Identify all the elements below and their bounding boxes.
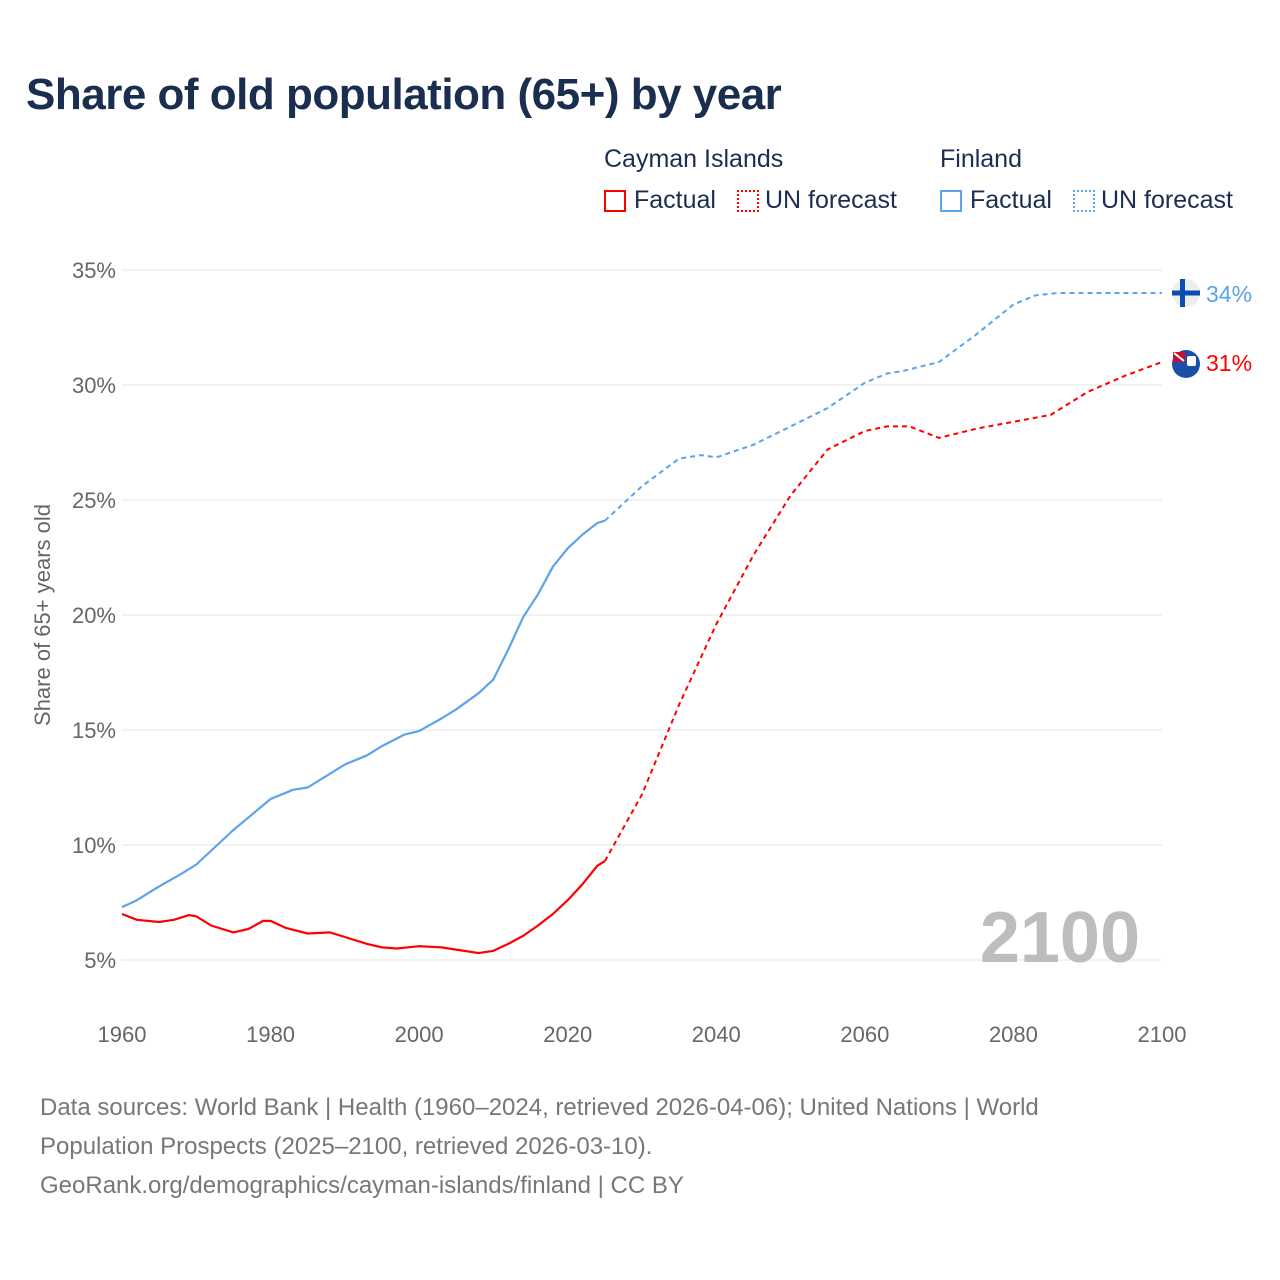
legend-swatch-dotted <box>1073 189 1095 212</box>
y-tick-label: 20% <box>72 603 116 628</box>
x-tick-label: 2020 <box>543 1022 592 1047</box>
flag-cross <box>1180 279 1185 307</box>
x-tick-label: 2080 <box>989 1022 1038 1047</box>
legend-label: Factual <box>634 186 716 214</box>
line-cayman-islands-factual <box>121 860 606 955</box>
finland-flag <box>1172 279 1200 307</box>
data-sources-line: Data sources: World Bank | Health (1960–… <box>40 1094 1039 1121</box>
legend-label: UN forecast <box>1101 186 1233 214</box>
legend-swatch-solid <box>604 189 626 212</box>
line-cayman-islands-forecast <box>604 361 1163 862</box>
footer: Data sources: World Bank | Health (1960–… <box>40 1088 1190 1205</box>
legend-item-cayman-forecast[interactable]: UN forecast <box>737 186 897 215</box>
y-tick-label: 15% <box>72 718 116 743</box>
legend-item-cayman-factual[interactable]: Factual <box>604 186 716 215</box>
legend-swatch-dotted <box>737 189 759 212</box>
legend-label: Factual <box>970 186 1052 214</box>
data-sources-line: Population Prospects (2025–2100, retriev… <box>40 1133 653 1160</box>
end-label-finland: 34% <box>1206 281 1252 307</box>
flag-cross <box>1172 290 1200 296</box>
legend-swatch-solid <box>940 189 962 212</box>
x-tick-label: 2100 <box>1138 1022 1187 1047</box>
x-tick-label: 2060 <box>840 1022 889 1047</box>
x-tick-label: 1960 <box>98 1022 147 1047</box>
x-tick-label: 2000 <box>395 1022 444 1047</box>
cayman-islands-flag <box>1172 350 1200 378</box>
chart-title: Share of old population (65+) by year <box>26 70 782 119</box>
x-tick-label: 2040 <box>692 1022 741 1047</box>
y-tick-label: 10% <box>72 833 116 858</box>
line-finland-forecast <box>604 292 1162 522</box>
legend-group-finland: Finland <box>940 145 1022 173</box>
y-axis-label: Share of 65+ years old <box>30 504 55 726</box>
y-tick-label: 30% <box>72 373 116 398</box>
end-label-cayman-islands: 31% <box>1206 350 1252 376</box>
flag-coat-of-arms <box>1187 356 1196 366</box>
x-tick-label: 1980 <box>246 1022 295 1047</box>
source-link[interactable]: GeoRank.org/demographics/cayman-islands/… <box>40 1172 684 1199</box>
y-tick-label: 25% <box>72 488 116 513</box>
legend-group-cayman-islands: Cayman Islands <box>604 145 784 173</box>
y-tick-label: 5% <box>84 948 116 973</box>
legend-item-finland-factual[interactable]: Factual <box>940 186 1052 215</box>
year-watermark: 2100 <box>980 898 1140 978</box>
y-tick-label: 35% <box>72 258 116 283</box>
legend-item-finland-forecast[interactable]: UN forecast <box>1073 186 1233 215</box>
flag-union-jack <box>1173 352 1185 362</box>
line-finland-factual <box>121 519 606 909</box>
legend-label: UN forecast <box>765 186 897 214</box>
